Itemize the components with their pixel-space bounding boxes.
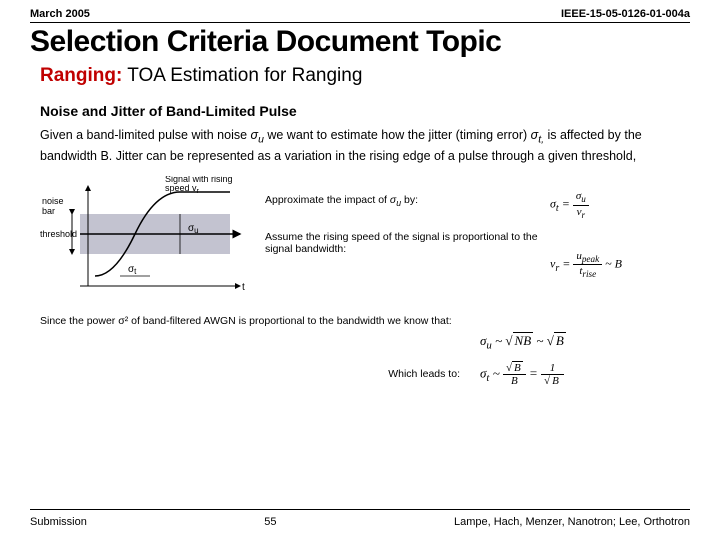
svg-text:bar: bar: [42, 206, 55, 216]
subtitle: Ranging: TOA Estimation for Ranging: [0, 65, 720, 97]
equation-2: vr = upeaktrise ~ B: [550, 250, 680, 279]
mid-line1b: by:: [401, 194, 418, 206]
leads-label: Which leads to:: [40, 368, 480, 380]
footer-right: Lampe, Hach, Menzer, Nanotron; Lee, Orth…: [454, 516, 690, 528]
footer-center: 55: [264, 516, 276, 528]
svg-text:noise: noise: [42, 196, 64, 206]
subtitle-rest: TOA Estimation for Ranging: [122, 65, 362, 86]
equation-4: σt ~ √BB = 1√B: [480, 362, 680, 387]
body-text-1a: Given a band-limited pulse with noise: [40, 128, 251, 142]
footer-rule: [30, 509, 690, 510]
body-text-1b: we want to estimate how the jitter (timi…: [264, 128, 531, 142]
body-paragraph: Given a band-limited pulse with noise σu…: [0, 127, 720, 170]
equation-3: σu ~ √NB ~ √B: [480, 333, 680, 352]
footer-left: Submission: [30, 516, 87, 528]
mid-line2: Assume the rising speed of the signal is…: [265, 231, 540, 255]
pulse-diagram: noise bar threshold Signal with rising s…: [40, 176, 255, 301]
header-docnum: IEEE-15-05-0126-01-004a: [561, 8, 690, 20]
mid-sigma-u: σu: [390, 194, 401, 206]
mid-line1a: Approximate the impact of: [265, 194, 390, 206]
svg-text:σt: σt: [128, 264, 137, 276]
svg-text:threshold: threshold: [40, 229, 77, 239]
equation-1: σt = σuvr: [550, 190, 680, 219]
section-heading: Noise and Jitter of Band-Limited Pulse: [0, 97, 720, 127]
mid-column: Approximate the impact of σu by: Assume …: [265, 176, 540, 254]
page-title: Selection Criteria Document Topic: [0, 23, 720, 65]
header-date: March 2005: [30, 8, 90, 20]
equation-column: σt = σuvr vr = upeaktrise ~ B: [550, 176, 680, 309]
svg-text:t: t: [242, 282, 245, 293]
sigma-u: σu: [251, 128, 264, 142]
awgn-line: Since the power σ² of band-filtered AWGN…: [0, 309, 720, 331]
subtitle-emph: Ranging:: [40, 65, 122, 86]
sigma-t: σt,: [531, 128, 544, 142]
